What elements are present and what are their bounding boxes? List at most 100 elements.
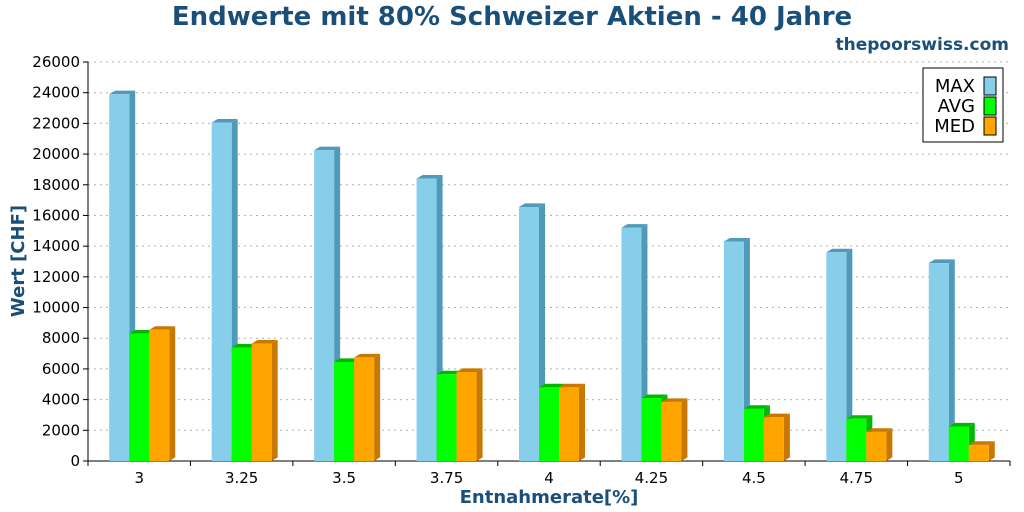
- bar-med: [968, 441, 995, 461]
- legend-swatch-max: [983, 76, 997, 96]
- x-tick-label: 3.5: [332, 469, 356, 487]
- bar-front: [416, 178, 437, 461]
- bar-front: [129, 333, 150, 461]
- x-tick-label: 4.75: [840, 469, 873, 487]
- x-tick-label: 5: [954, 469, 964, 487]
- bar-front: [641, 398, 662, 461]
- bar-side: [783, 413, 790, 461]
- x-tick-label: 3.75: [430, 469, 463, 487]
- bar-top: [723, 237, 750, 242]
- bar-front: [866, 431, 887, 461]
- bar-side: [271, 340, 278, 461]
- chart-title: Endwerte mit 80% Schweizer Aktien - 40 J…: [172, 2, 852, 32]
- y-tick-label: 6000: [42, 360, 80, 378]
- bar-med: [456, 368, 483, 461]
- bar-top: [621, 224, 648, 228]
- y-tick-label: 16000: [32, 206, 80, 224]
- bar-max: [723, 237, 750, 461]
- bar-front: [723, 241, 744, 461]
- bar-side: [743, 237, 750, 461]
- bars: [109, 90, 995, 462]
- bar-front: [251, 343, 272, 461]
- bar-max: [928, 259, 955, 461]
- bar-top: [211, 119, 238, 123]
- bar-side: [846, 248, 853, 461]
- bar-top: [109, 90, 136, 95]
- y-tick-label: 22000: [32, 114, 80, 132]
- bar-front: [314, 150, 335, 461]
- bar-med: [354, 353, 381, 461]
- bar-front: [456, 371, 477, 461]
- bar-side: [681, 398, 688, 461]
- bar-top: [763, 413, 790, 418]
- bar-med: [559, 383, 585, 461]
- bar-top: [743, 405, 770, 409]
- bar-top: [641, 394, 668, 399]
- bar-top: [354, 353, 381, 358]
- y-tick-label: 26000: [32, 53, 80, 71]
- bar-front: [334, 362, 355, 461]
- bar-front: [149, 329, 170, 461]
- bar-side: [948, 259, 955, 461]
- bar-front: [763, 417, 784, 461]
- bar-top: [334, 358, 361, 363]
- bar-top: [948, 422, 975, 427]
- y-tick-label: 8000: [42, 329, 80, 347]
- bar-front: [109, 94, 130, 461]
- bar-front: [436, 374, 457, 461]
- bar-top: [251, 340, 278, 344]
- y-tick-label: 2000: [42, 421, 80, 439]
- bar-front: [928, 263, 949, 461]
- bar-top: [928, 259, 955, 264]
- axes: 0 2000 4000 6000 8000 10000 12000 14000 16000 180…: [32, 53, 1011, 487]
- y-tick-label: 10000: [32, 299, 80, 317]
- bar-side: [476, 368, 483, 461]
- bar-top: [846, 415, 873, 419]
- bar-front: [948, 426, 969, 461]
- y-tick-label: 14000: [32, 237, 80, 255]
- bar-front: [661, 401, 682, 461]
- legend-label-med: MED: [934, 116, 975, 137]
- bar-front: [743, 408, 764, 461]
- y-axis-title: Wert [CHF]: [8, 205, 29, 317]
- y-tick-label: 12000: [32, 268, 80, 286]
- x-tick-label: 4.5: [742, 469, 766, 487]
- legend-swatch-avg: [983, 96, 997, 116]
- bar-top: [968, 441, 995, 445]
- bar-med: [866, 428, 893, 461]
- x-tick-label: 4.25: [635, 469, 668, 487]
- bar-top: [416, 175, 443, 179]
- bar-top: [539, 383, 565, 388]
- x-tick-label: 3: [134, 469, 144, 487]
- bar-front: [826, 252, 847, 461]
- bar-med: [251, 340, 278, 461]
- bar-top: [436, 370, 463, 375]
- bar-front: [968, 444, 989, 461]
- x-tick-label: 4: [544, 469, 554, 487]
- bar-side: [988, 441, 995, 461]
- legend-swatch-med: [983, 116, 997, 136]
- y-tick-label: 18000: [32, 176, 80, 194]
- bar-front: [354, 357, 375, 461]
- legend-label-avg: AVG: [938, 96, 975, 117]
- bar-side: [374, 353, 381, 461]
- bar-front: [846, 418, 867, 461]
- bar-front: [519, 207, 539, 461]
- bar-med: [763, 413, 790, 461]
- bar-top: [456, 368, 483, 372]
- y-tick-label: 20000: [32, 145, 80, 163]
- chart-source: thepoorswiss.com: [836, 35, 1010, 55]
- x-tick-label: 3.25: [225, 469, 258, 487]
- bar-front: [621, 227, 642, 461]
- bar-top: [661, 398, 688, 402]
- y-tick-label: 4000: [42, 391, 80, 409]
- grid: [88, 61, 1010, 431]
- bar-side: [579, 383, 585, 461]
- legend-label-max: MAX: [935, 76, 975, 97]
- y-tick-label: 24000: [32, 84, 80, 102]
- bar-front: [559, 387, 579, 461]
- bar-top: [149, 326, 176, 330]
- x-axis-title: Entnahmerate[%]: [460, 487, 639, 508]
